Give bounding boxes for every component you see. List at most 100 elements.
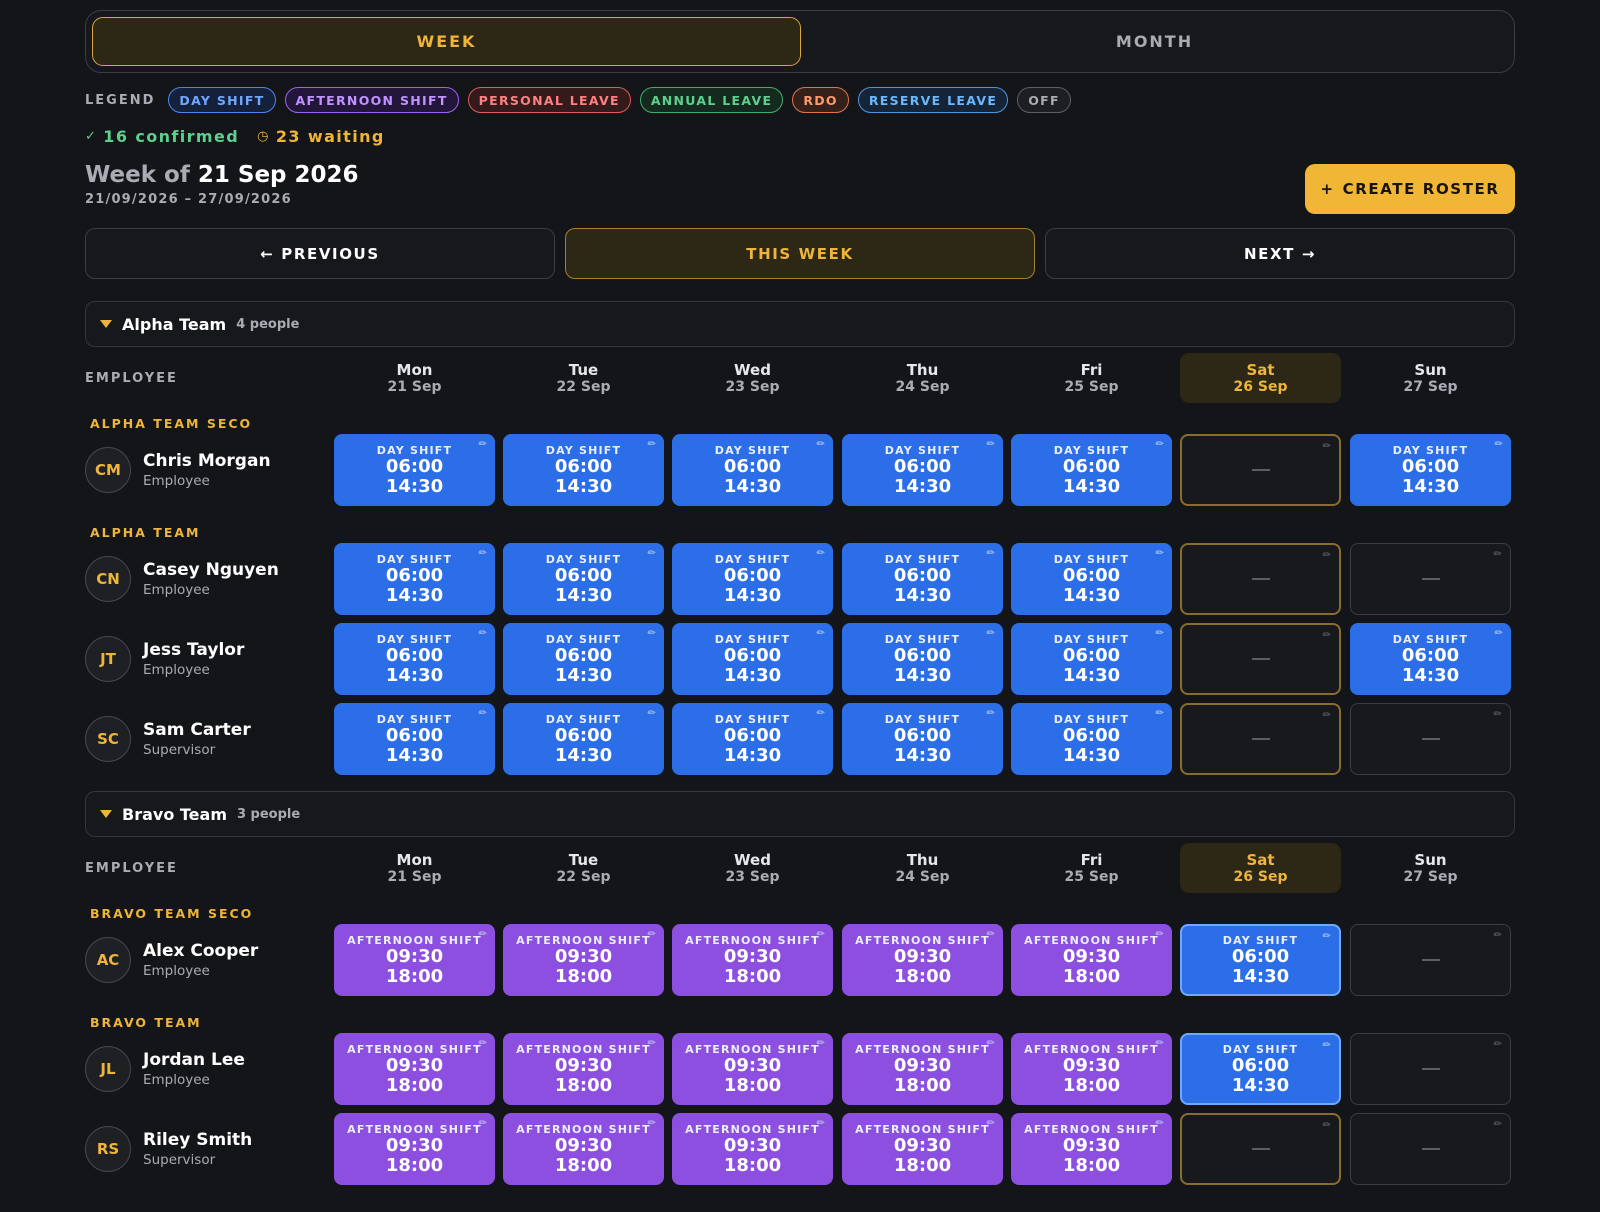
pencil-icon[interactable]: ✏ — [1155, 929, 1164, 940]
afternoon-shift-cell[interactable]: AFTERNOON SHIFT 09:30 18:00 ✏ — [334, 1113, 495, 1185]
pencil-icon[interactable]: ✏ — [478, 439, 487, 450]
afternoon-shift-cell[interactable]: AFTERNOON SHIFT 09:30 18:00 ✏ — [503, 924, 664, 996]
day-shift-cell[interactable]: DAY SHIFT 06:00 14:30 ✏ — [672, 543, 833, 615]
empty-shift-cell[interactable]: ✏ — [1350, 1113, 1511, 1185]
empty-shift-cell[interactable]: ✏ — [1350, 703, 1511, 775]
pencil-icon[interactable]: ✏ — [647, 628, 656, 639]
pencil-icon[interactable]: ✏ — [986, 548, 995, 559]
empty-shift-cell[interactable]: ✏ — [1350, 924, 1511, 996]
day-shift-cell[interactable]: DAY SHIFT 06:00 14:30 ✏ — [1180, 1033, 1341, 1105]
day-shift-cell[interactable]: DAY SHIFT 06:00 14:30 ✏ — [672, 623, 833, 695]
pencil-icon[interactable]: ✏ — [478, 929, 487, 940]
day-shift-cell[interactable]: DAY SHIFT 06:00 14:30 ✏ — [1180, 924, 1341, 996]
afternoon-shift-cell[interactable]: AFTERNOON SHIFT 09:30 18:00 ✏ — [1011, 1113, 1172, 1185]
empty-shift-cell[interactable]: ✏ — [1180, 543, 1341, 615]
pencil-icon[interactable]: ✏ — [816, 929, 825, 940]
team-header[interactable]: Alpha Team 4 people — [85, 301, 1515, 347]
previous-week-button[interactable]: ← PREVIOUS — [85, 228, 555, 279]
day-shift-cell[interactable]: DAY SHIFT 06:00 14:30 ✏ — [1011, 543, 1172, 615]
day-shift-cell[interactable]: DAY SHIFT 06:00 14:30 ✏ — [1011, 703, 1172, 775]
empty-shift-cell[interactable]: ✏ — [1350, 1033, 1511, 1105]
day-shift-cell[interactable]: DAY SHIFT 06:00 14:30 ✏ — [503, 543, 664, 615]
pencil-icon[interactable]: ✏ — [478, 1118, 487, 1129]
pencil-icon[interactable]: ✏ — [478, 708, 487, 719]
day-shift-cell[interactable]: DAY SHIFT 06:00 14:30 ✏ — [334, 543, 495, 615]
pencil-icon[interactable]: ✏ — [1322, 630, 1331, 641]
pencil-icon[interactable]: ✏ — [1155, 1038, 1164, 1049]
pencil-icon[interactable]: ✏ — [1155, 439, 1164, 450]
this-week-button[interactable]: THIS WEEK — [565, 228, 1035, 279]
afternoon-shift-cell[interactable]: AFTERNOON SHIFT 09:30 18:00 ✏ — [842, 1033, 1003, 1105]
afternoon-shift-cell[interactable]: AFTERNOON SHIFT 09:30 18:00 ✏ — [1011, 924, 1172, 996]
day-shift-cell[interactable]: DAY SHIFT 06:00 14:30 ✏ — [334, 703, 495, 775]
day-shift-cell[interactable]: DAY SHIFT 06:00 14:30 ✏ — [503, 703, 664, 775]
pencil-icon[interactable]: ✏ — [1494, 628, 1503, 639]
afternoon-shift-cell[interactable]: AFTERNOON SHIFT 09:30 18:00 ✏ — [334, 924, 495, 996]
pencil-icon[interactable]: ✏ — [647, 1038, 656, 1049]
pencil-icon[interactable]: ✏ — [1493, 709, 1502, 720]
pencil-icon[interactable]: ✏ — [986, 708, 995, 719]
afternoon-shift-cell[interactable]: AFTERNOON SHIFT 09:30 18:00 ✏ — [672, 1033, 833, 1105]
pencil-icon[interactable]: ✏ — [816, 1118, 825, 1129]
pencil-icon[interactable]: ✏ — [986, 1118, 995, 1129]
pencil-icon[interactable]: ✏ — [1155, 548, 1164, 559]
pencil-icon[interactable]: ✏ — [816, 1038, 825, 1049]
pencil-icon[interactable]: ✏ — [1493, 549, 1502, 560]
pencil-icon[interactable]: ✏ — [1322, 550, 1331, 561]
day-shift-cell[interactable]: DAY SHIFT 06:00 14:30 ✏ — [672, 434, 833, 506]
empty-shift-cell[interactable]: ✏ — [1180, 623, 1341, 695]
pencil-icon[interactable]: ✏ — [647, 708, 656, 719]
pencil-icon[interactable]: ✏ — [986, 929, 995, 940]
pencil-icon[interactable]: ✏ — [1493, 930, 1502, 941]
pencil-icon[interactable]: ✏ — [986, 439, 995, 450]
pencil-icon[interactable]: ✏ — [1493, 1039, 1502, 1050]
pencil-icon[interactable]: ✏ — [816, 548, 825, 559]
day-shift-cell[interactable]: DAY SHIFT 06:00 14:30 ✏ — [672, 703, 833, 775]
pencil-icon[interactable]: ✏ — [478, 628, 487, 639]
day-shift-cell[interactable]: DAY SHIFT 06:00 14:30 ✏ — [334, 434, 495, 506]
empty-shift-cell[interactable]: ✏ — [1180, 434, 1341, 506]
afternoon-shift-cell[interactable]: AFTERNOON SHIFT 09:30 18:00 ✏ — [672, 1113, 833, 1185]
day-shift-cell[interactable]: DAY SHIFT 06:00 14:30 ✏ — [334, 623, 495, 695]
afternoon-shift-cell[interactable]: AFTERNOON SHIFT 09:30 18:00 ✏ — [1011, 1033, 1172, 1105]
pencil-icon[interactable]: ✏ — [816, 708, 825, 719]
pencil-icon[interactable]: ✏ — [478, 548, 487, 559]
create-roster-button[interactable]: + CREATE ROSTER — [1305, 164, 1515, 214]
pencil-icon[interactable]: ✏ — [647, 439, 656, 450]
pencil-icon[interactable]: ✏ — [647, 1118, 656, 1129]
day-shift-cell[interactable]: DAY SHIFT 06:00 14:30 ✏ — [1011, 623, 1172, 695]
day-shift-cell[interactable]: DAY SHIFT 06:00 14:30 ✏ — [503, 434, 664, 506]
day-shift-cell[interactable]: DAY SHIFT 06:00 14:30 ✏ — [503, 623, 664, 695]
pencil-icon[interactable]: ✏ — [986, 628, 995, 639]
empty-shift-cell[interactable]: ✏ — [1350, 543, 1511, 615]
pencil-icon[interactable]: ✏ — [1322, 1120, 1331, 1131]
afternoon-shift-cell[interactable]: AFTERNOON SHIFT 09:30 18:00 ✏ — [334, 1033, 495, 1105]
pencil-icon[interactable]: ✏ — [1155, 708, 1164, 719]
month-view-tab[interactable]: MONTH — [1115, 32, 1194, 51]
empty-shift-cell[interactable]: ✏ — [1180, 1113, 1341, 1185]
afternoon-shift-cell[interactable]: AFTERNOON SHIFT 09:30 18:00 ✏ — [842, 924, 1003, 996]
afternoon-shift-cell[interactable]: AFTERNOON SHIFT 09:30 18:00 ✏ — [503, 1033, 664, 1105]
next-week-button[interactable]: NEXT → — [1045, 228, 1515, 279]
day-shift-cell[interactable]: DAY SHIFT 06:00 14:30 ✏ — [842, 703, 1003, 775]
pencil-icon[interactable]: ✏ — [647, 548, 656, 559]
day-shift-cell[interactable]: DAY SHIFT 06:00 14:30 ✏ — [1011, 434, 1172, 506]
team-header[interactable]: Bravo Team 3 people — [85, 791, 1515, 837]
pencil-icon[interactable]: ✏ — [986, 1038, 995, 1049]
day-shift-cell[interactable]: DAY SHIFT 06:00 14:30 ✏ — [1350, 434, 1511, 506]
pencil-icon[interactable]: ✏ — [478, 1038, 487, 1049]
pencil-icon[interactable]: ✏ — [1322, 710, 1331, 721]
day-shift-cell[interactable]: DAY SHIFT 06:00 14:30 ✏ — [842, 623, 1003, 695]
pencil-icon[interactable]: ✏ — [816, 628, 825, 639]
day-shift-cell[interactable]: DAY SHIFT 06:00 14:30 ✏ — [842, 434, 1003, 506]
day-shift-cell[interactable]: DAY SHIFT 06:00 14:30 ✏ — [1350, 623, 1511, 695]
week-view-tab[interactable]: WEEK — [92, 17, 801, 66]
pencil-icon[interactable]: ✏ — [647, 929, 656, 940]
pencil-icon[interactable]: ✏ — [1155, 1118, 1164, 1129]
afternoon-shift-cell[interactable]: AFTERNOON SHIFT 09:30 18:00 ✏ — [503, 1113, 664, 1185]
afternoon-shift-cell[interactable]: AFTERNOON SHIFT 09:30 18:00 ✏ — [842, 1113, 1003, 1185]
pencil-icon[interactable]: ✏ — [1322, 1040, 1331, 1051]
pencil-icon[interactable]: ✏ — [1155, 628, 1164, 639]
pencil-icon[interactable]: ✏ — [1494, 439, 1503, 450]
day-shift-cell[interactable]: DAY SHIFT 06:00 14:30 ✏ — [842, 543, 1003, 615]
